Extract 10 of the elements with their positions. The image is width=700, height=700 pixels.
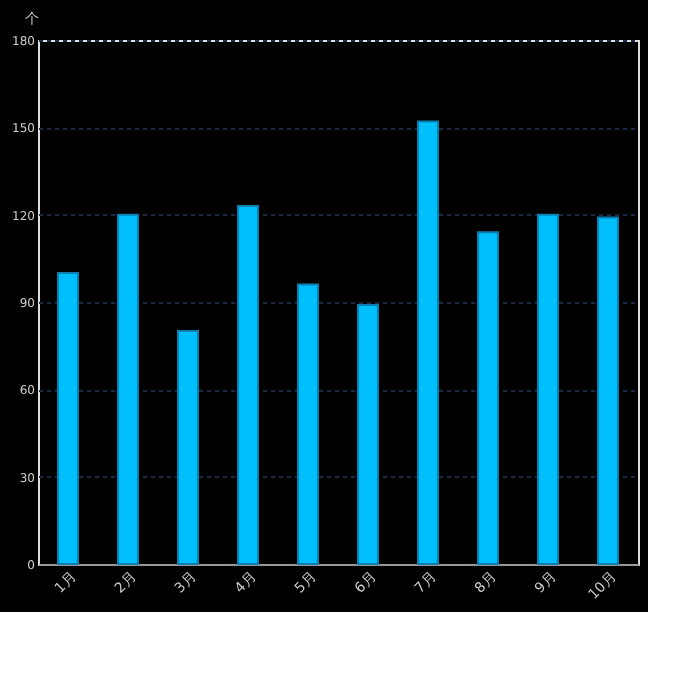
bar xyxy=(537,213,559,565)
bar xyxy=(297,283,319,565)
bar xyxy=(177,330,199,565)
bar xyxy=(417,120,439,565)
bar xyxy=(237,204,259,565)
bar xyxy=(357,303,379,565)
bar xyxy=(597,216,619,565)
bar xyxy=(57,271,79,565)
bar xyxy=(117,213,139,565)
bar xyxy=(477,231,499,565)
